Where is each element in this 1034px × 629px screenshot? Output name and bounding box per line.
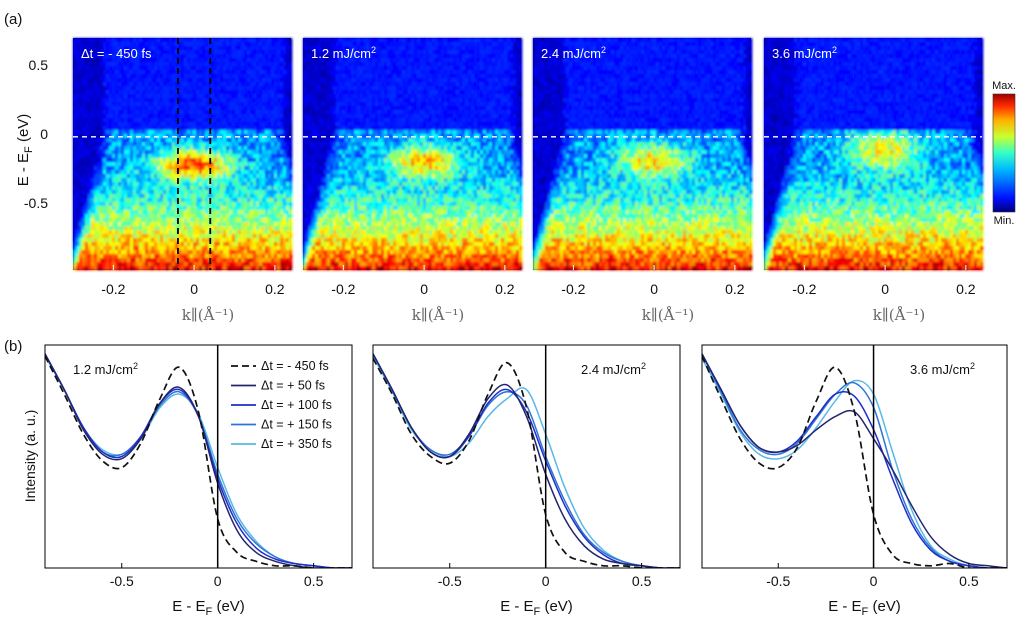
y-tick-label: -0.5 (24, 195, 48, 211)
map-label: Δt = - 450 fs (81, 46, 152, 61)
map-label: 3.6 mJ/cm2 (772, 45, 837, 61)
x-axis-label: k∥(Å⁻¹) (412, 306, 465, 324)
x-tick-label: 0 (420, 281, 428, 297)
arpes-maps: Δt = - 450 fs 1.2 mJ/cm2 2.4 mJ/cm2 3.6 mJ/… (73, 38, 984, 271)
series-line (373, 357, 680, 568)
x-tick-label: 0.2 (725, 281, 745, 297)
intensity-axis-label: Intensity (a. u.) (22, 410, 38, 503)
panel-b-label: (b) (4, 338, 22, 355)
series-line (702, 353, 1007, 568)
x-tick-label: 0 (214, 573, 222, 589)
arpes-map: Δt = - 450 fs (73, 38, 293, 271)
legend: Δt = - 450 fs Δt = + 50 fs Δt = + 100 fs Δt… (231, 359, 332, 451)
arpes-map: 1.2 mJ/cm2 (303, 38, 523, 271)
series-line (373, 353, 680, 568)
legend-entry: Δt = - 450 fs (261, 359, 329, 373)
x-axis-label: E - EF (eV) (500, 598, 573, 618)
x-tick-label: 0 (650, 281, 658, 297)
x-tick-label: -0.2 (561, 281, 585, 297)
series-line (702, 353, 1007, 568)
legend-entry: Δt = + 150 fs (261, 418, 332, 432)
map-intensity (764, 38, 984, 271)
panel-a-label: (a) (4, 11, 22, 28)
x-axis-label: E - EF (eV) (172, 598, 245, 618)
legend-entry: Δt = + 350 fs (261, 437, 332, 451)
x-tick-label: 0.2 (956, 281, 976, 297)
x-tick-label: 0 (190, 281, 198, 297)
series-line (702, 355, 1007, 568)
map-intensity (73, 38, 293, 271)
x-tick-label: 0 (881, 281, 889, 297)
panel-b-y-axis: Intensity (a. u.) (22, 410, 38, 503)
panel-a-x-ticks: -0.2 0 0.2 k∥(Å⁻¹) -0.2 0 0.2 k∥(Å⁻¹) -0.2 0 0.2 k∥… (101, 281, 975, 324)
x-tick-label: -0.5 (438, 573, 462, 589)
x-tick-label: 0 (870, 573, 878, 589)
colorbar-gradient (992, 93, 1016, 213)
map-label: 2.4 mJ/cm2 (541, 45, 606, 61)
x-axis-label: k∥(Å⁻¹) (182, 306, 235, 324)
y-tick-label: 0.5 (29, 57, 49, 73)
x-tick-label: 0.2 (495, 281, 515, 297)
map-label: 1.2 mJ/cm2 (311, 45, 376, 61)
panel-fluence-label: 2.4 mJ/cm2 (581, 361, 646, 377)
series-line (702, 358, 1007, 568)
panel-a-y-axis: 0.5 0 -0.5 E - EF (eV) (15, 57, 48, 211)
x-tick-label: 0.5 (959, 573, 979, 589)
x-axis-label: k∥(Å⁻¹) (642, 306, 695, 324)
legend-entry: Δt = + 50 fs (261, 379, 325, 393)
arpes-map: 3.6 mJ/cm2 (764, 38, 984, 271)
colorbar-min-label: Min. (994, 215, 1015, 227)
map-intensity (533, 38, 753, 271)
x-axis-label: k∥(Å⁻¹) (873, 306, 926, 324)
x-tick-label: -0.2 (792, 281, 816, 297)
edc-panels: -0.5 0 0.5 E - EF (eV) 1.2 mJ/cm2 -0.5 0 0.5 E -… (44, 344, 1008, 618)
series-line (702, 353, 1007, 568)
x-tick-label: 0.5 (304, 573, 324, 589)
x-tick-label: -0.5 (110, 573, 134, 589)
map-intensity (303, 38, 523, 271)
x-tick-label: -0.2 (331, 281, 355, 297)
legend-entry: Δt = + 100 fs (261, 398, 332, 412)
y-tick-label: 0 (40, 126, 48, 142)
arpes-map: 2.4 mJ/cm2 (533, 38, 753, 271)
x-tick-label: -0.5 (766, 573, 790, 589)
plot-frame (372, 344, 681, 569)
y-axis-label: E - EF (eV) (15, 114, 35, 187)
edc-panel: -0.5 0 0.5 E - EF (eV) 2.4 mJ/cm2 (372, 344, 681, 618)
plot-frame (44, 344, 353, 569)
colorbar: Max. Min. (992, 80, 1016, 227)
x-axis-label: E - EF (eV) (828, 598, 901, 618)
panel-fluence-label: 1.2 mJ/cm2 (73, 361, 138, 377)
edc-panel: -0.5 0 0.5 E - EF (eV) 3.6 mJ/cm2 (701, 344, 1008, 618)
colorbar-max-label: Max. (992, 80, 1016, 92)
series-line (45, 355, 352, 568)
series-line (373, 353, 680, 568)
edc-panel: -0.5 0 0.5 E - EF (eV) 1.2 mJ/cm2 (44, 344, 353, 618)
series-line (373, 353, 680, 568)
x-tick-label: 0 (542, 573, 550, 589)
x-tick-label: 0.5 (632, 573, 652, 589)
x-tick-label: 0.2 (265, 281, 285, 297)
panel-fluence-label: 3.6 mJ/cm2 (910, 361, 975, 377)
plot-frame (701, 344, 1008, 569)
series-line (373, 355, 680, 568)
x-tick-label: -0.2 (101, 281, 125, 297)
